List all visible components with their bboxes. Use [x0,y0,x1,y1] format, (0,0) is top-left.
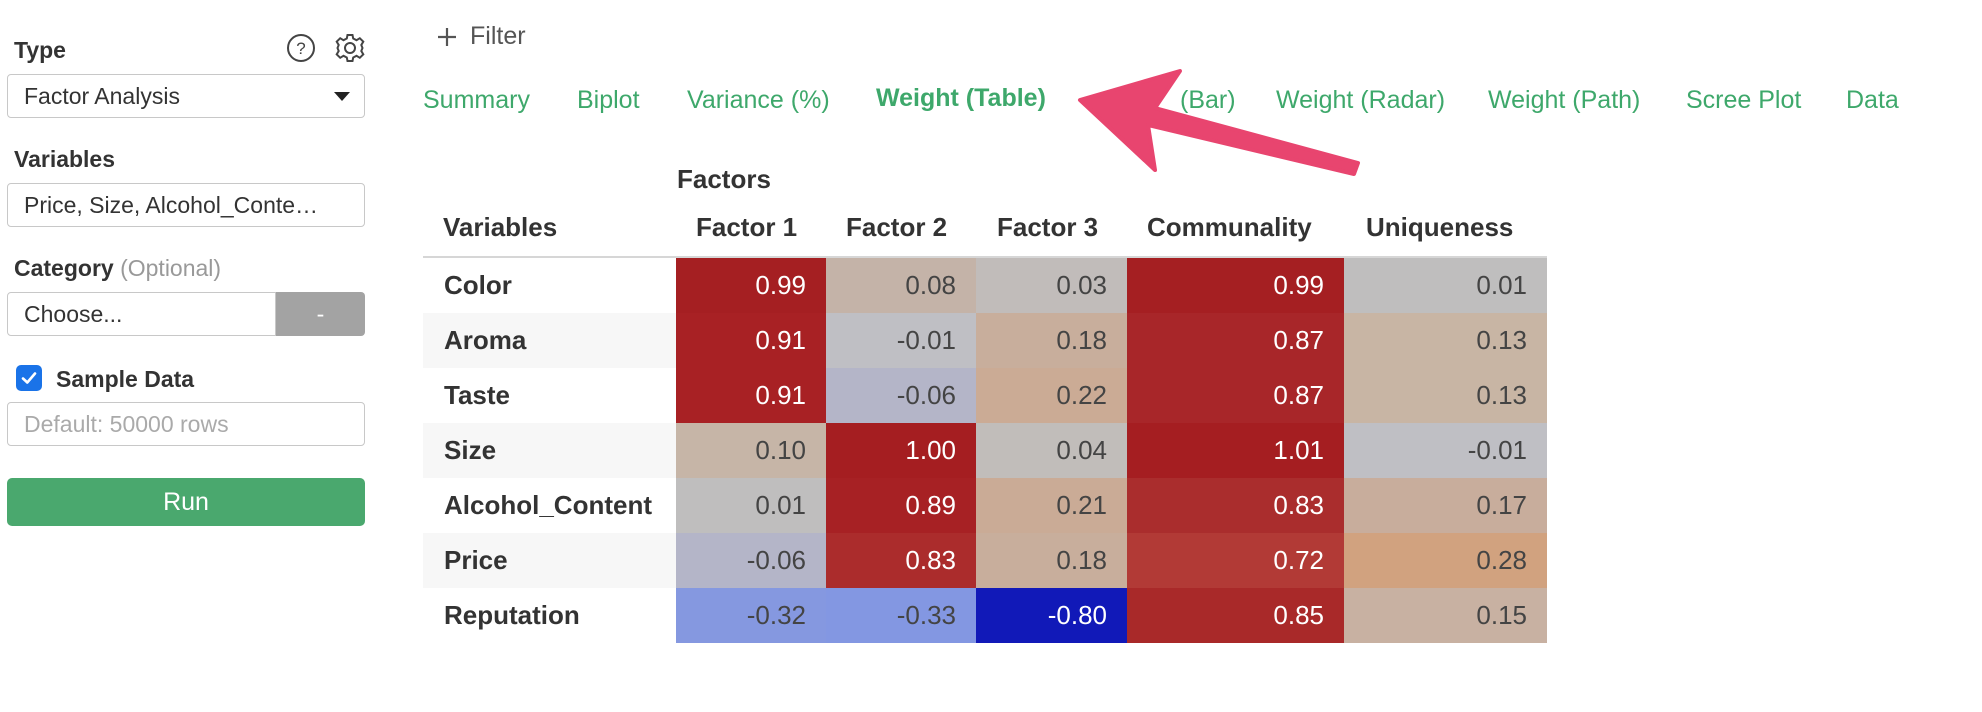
cell-factor-3: 0.18 [976,533,1127,588]
cell-factor-1: 0.91 [676,313,826,368]
cell-factor-1: -0.06 [676,533,826,588]
column-header-uniqueness: Uniqueness [1366,212,1514,242]
column-header-factor-1: Factor 1 [696,212,798,242]
table-header-divider [423,256,1547,258]
cell-uniqueness: 0.28 [1344,533,1547,588]
cell-uniqueness: 0.15 [1344,588,1547,643]
cell-factor-3: 0.22 [976,368,1127,423]
tab-weight-bar[interactable]: (Bar) [1180,86,1236,114]
tab-summary[interactable]: Summary [423,86,530,114]
tab-weight-path[interactable]: Weight (Path) [1488,86,1641,114]
check-icon [21,372,37,384]
sample-rows-placeholder: Default: 50000 rows [24,410,229,437]
cell-factor-3: 0.21 [976,478,1127,533]
run-button[interactable]: Run [7,478,365,526]
cell-uniqueness: 0.01 [1344,258,1547,313]
column-header-factor-3: Factor 3 [997,212,1099,242]
cell-factor-2: -0.33 [826,588,976,643]
cell-communality: 0.85 [1127,588,1344,643]
cell-communality: 0.99 [1127,258,1344,313]
cell-uniqueness: -0.01 [1344,423,1547,478]
sample-data-checkbox[interactable] [16,365,42,391]
cell-communality: 0.87 [1127,368,1344,423]
cell-factor-1: 0.01 [676,478,826,533]
chevron-down-icon [334,92,350,101]
cell-communality: 0.87 [1127,313,1344,368]
table-row: Price -0.06 0.83 0.18 0.72 0.28 [423,533,1547,588]
row-variable-name: Taste [444,380,510,410]
variables-label: Variables [14,146,116,172]
cell-communality: 0.83 [1127,478,1344,533]
category-label-text: Category [14,255,114,281]
tab-weight-radar[interactable]: Weight (Radar) [1276,86,1446,114]
category-optional-text: (Optional) [120,255,222,281]
cell-factor-1: 0.91 [676,368,826,423]
filter-button[interactable]: Filter [436,22,526,51]
table-row: Size 0.10 1.00 0.04 1.01 -0.01 [423,423,1547,478]
cell-factor-2: 0.08 [826,258,976,313]
sample-data-label: Sample Data [56,366,195,392]
sidebar: Type ? Factor Analysis Variables Price, … [0,0,380,712]
category-select[interactable]: Choose... [7,292,276,336]
table-row: Taste 0.91 -0.06 0.22 0.87 0.13 [423,368,1547,423]
sample-rows-input[interactable]: Default: 50000 rows [7,402,365,446]
cell-factor-3: 0.03 [976,258,1127,313]
column-header-factor-2: Factor 2 [846,212,948,242]
tab-weight-table[interactable]: Weight (Table) [876,84,1046,112]
tab-variance[interactable]: Variance (%) [687,86,830,114]
row-variable-name: Price [423,533,676,588]
column-header-variables: Variables [443,212,558,242]
cell-uniqueness: 0.13 [1344,368,1547,423]
variables-select[interactable]: Price, Size, Alcohol_Conte… [7,183,365,227]
tab-data[interactable]: Data [1846,86,1899,114]
cell-factor-2: 0.89 [826,478,976,533]
table-row: Color 0.99 0.08 0.03 0.99 0.01 [423,258,1547,313]
cell-factor-3: 0.04 [976,423,1127,478]
category-clear-button[interactable]: - [276,292,365,336]
svg-text:?: ? [296,39,305,58]
column-header-communality: Communality [1147,212,1312,242]
cell-communality: 1.01 [1127,423,1344,478]
row-variable-name: Aroma [423,313,676,368]
category-select-value: Choose... [24,300,123,327]
help-icon[interactable]: ? [285,32,317,64]
table-row: Reputation -0.32 -0.33 -0.80 0.85 0.15 [423,588,1547,643]
row-variable-name: Reputation [444,600,580,630]
cell-factor-2: -0.06 [826,368,976,423]
plus-icon [438,27,456,46]
cell-factor-2: 0.83 [826,533,976,588]
cell-factor-2: -0.01 [826,313,976,368]
category-label: Category (Optional) [14,255,221,282]
cell-uniqueness: 0.17 [1344,478,1547,533]
type-select[interactable]: Factor Analysis [7,74,365,118]
cell-factor-2: 1.00 [826,423,976,478]
cell-factor-1: -0.32 [676,588,826,643]
table-row: Alcohol_Content 0.01 0.89 0.21 0.83 0.17 [423,478,1547,533]
cell-factor-3: 0.18 [976,313,1127,368]
row-variable-name: Size [423,423,676,478]
type-select-value: Factor Analysis [24,82,180,109]
row-variable-name: Color [444,270,512,300]
cell-factor-3: -0.80 [976,588,1127,643]
variables-select-value: Price, Size, Alcohol_Conte… [24,191,319,218]
gear-icon[interactable] [334,32,366,64]
factors-group-header: Factors [677,164,771,194]
filter-label: Filter [470,22,526,50]
tab-biplot[interactable]: Biplot [577,86,640,114]
cell-uniqueness: 0.13 [1344,313,1547,368]
cell-factor-1: 0.10 [676,423,826,478]
row-variable-name: Alcohol_Content [444,490,652,520]
tab-scree-plot[interactable]: Scree Plot [1686,86,1802,114]
type-label: Type [14,37,66,63]
cell-factor-1: 0.99 [676,258,826,313]
table-row: Aroma 0.91 -0.01 0.18 0.87 0.13 [423,313,1547,368]
cell-communality: 0.72 [1127,533,1344,588]
